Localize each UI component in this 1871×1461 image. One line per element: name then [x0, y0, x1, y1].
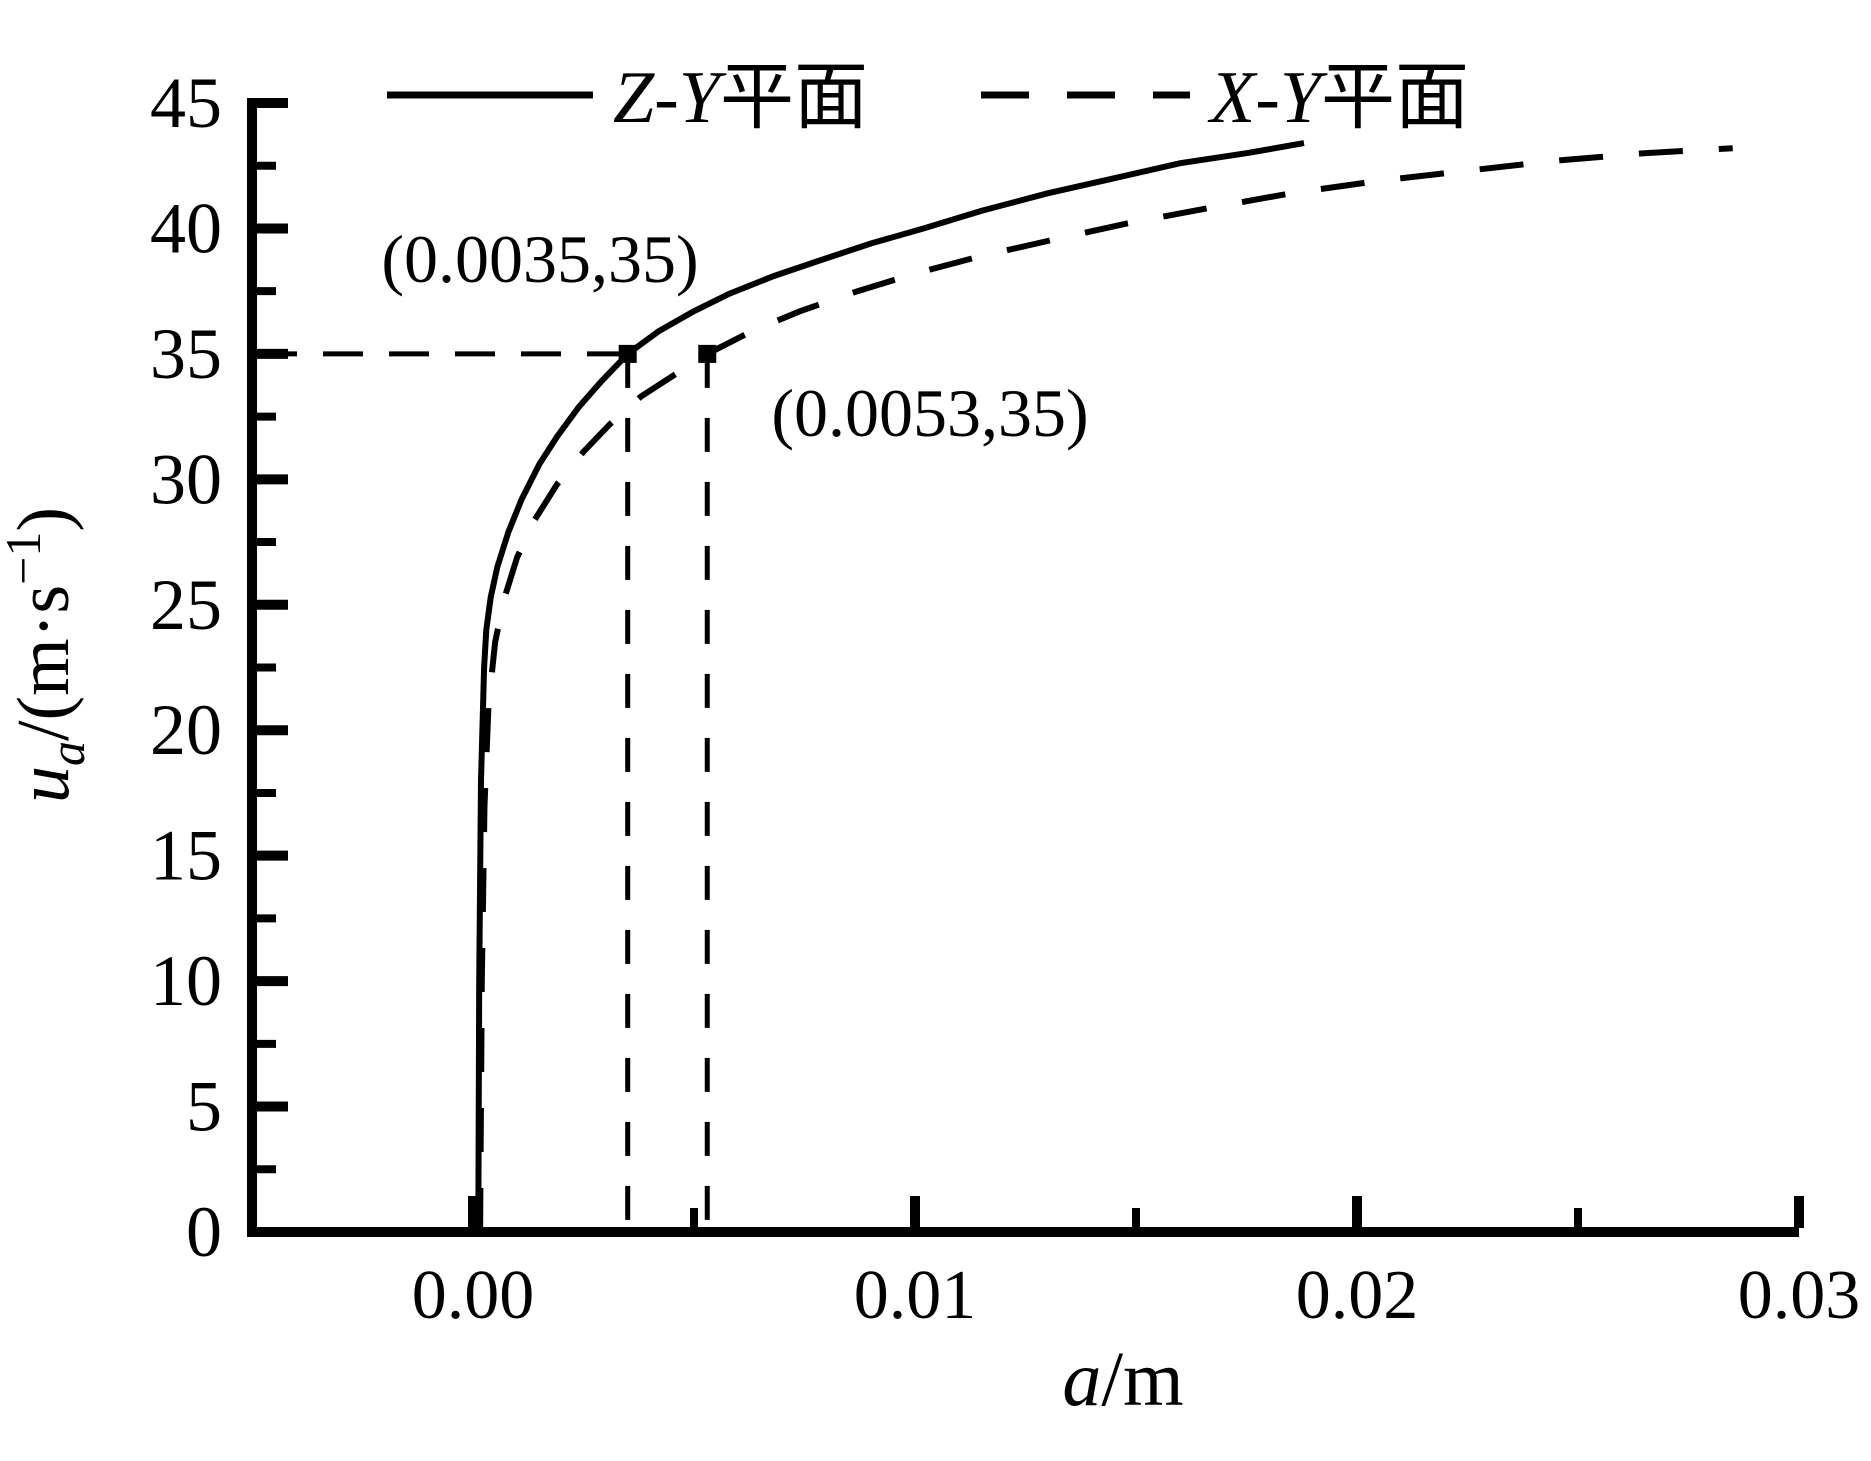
- x-tick-label-0.01: 0.01: [854, 1257, 977, 1334]
- y-axis-title: ua/(m·s−1): [0, 507, 95, 803]
- data-point-marker-1: [698, 344, 717, 363]
- annotation-label-1: (0.0053,35): [771, 375, 1088, 451]
- y-tick-label-0: 0: [186, 1192, 222, 1272]
- y-tick-label-10: 10: [150, 941, 222, 1021]
- x-axis-ticks: 0.00 0.01 0.02 0.03: [412, 1196, 1861, 1334]
- x-tick-label-0: 0.00: [412, 1257, 535, 1334]
- curve-xy-plane: [477, 145, 1733, 1233]
- legend-label-zy-plane: Z-Y平面: [613, 57, 868, 139]
- y-tick-label-15: 15: [150, 816, 222, 896]
- x-tick-label-0.03: 0.03: [1738, 1257, 1861, 1334]
- legend: Z-Y平面 X-Y平面: [387, 57, 1469, 139]
- y-tick-label-30: 30: [150, 439, 222, 519]
- y-tick-label-35: 35: [150, 314, 222, 394]
- curve-zy-plane: [475, 140, 1305, 1233]
- legend-label-xy-plane: X-Y平面: [1207, 57, 1469, 139]
- axis-frame: [247, 98, 1799, 1237]
- guide-lines: [257, 351, 710, 1227]
- data-point-marker-0: [618, 344, 637, 363]
- legend-item-zy-plane: Z-Y平面: [387, 57, 868, 139]
- annotation-label-0: (0.0035,35): [381, 221, 698, 297]
- x-tick-label-0.02: 0.02: [1296, 1257, 1419, 1334]
- y-tick-label-45: 45: [150, 63, 222, 143]
- y-tick-label-40: 40: [150, 188, 222, 268]
- y-tick-label-20: 20: [150, 690, 222, 770]
- y-tick-label-25: 25: [150, 565, 222, 645]
- legend-item-xy-plane: X-Y平面: [981, 57, 1469, 139]
- axes: [247, 98, 1799, 1237]
- y-axis-ticks: 0 5 10 15 20 25 30 35 40 45: [150, 63, 288, 1272]
- x-axis-title: a/m: [1062, 1335, 1183, 1422]
- y-tick-label-5: 5: [186, 1067, 222, 1147]
